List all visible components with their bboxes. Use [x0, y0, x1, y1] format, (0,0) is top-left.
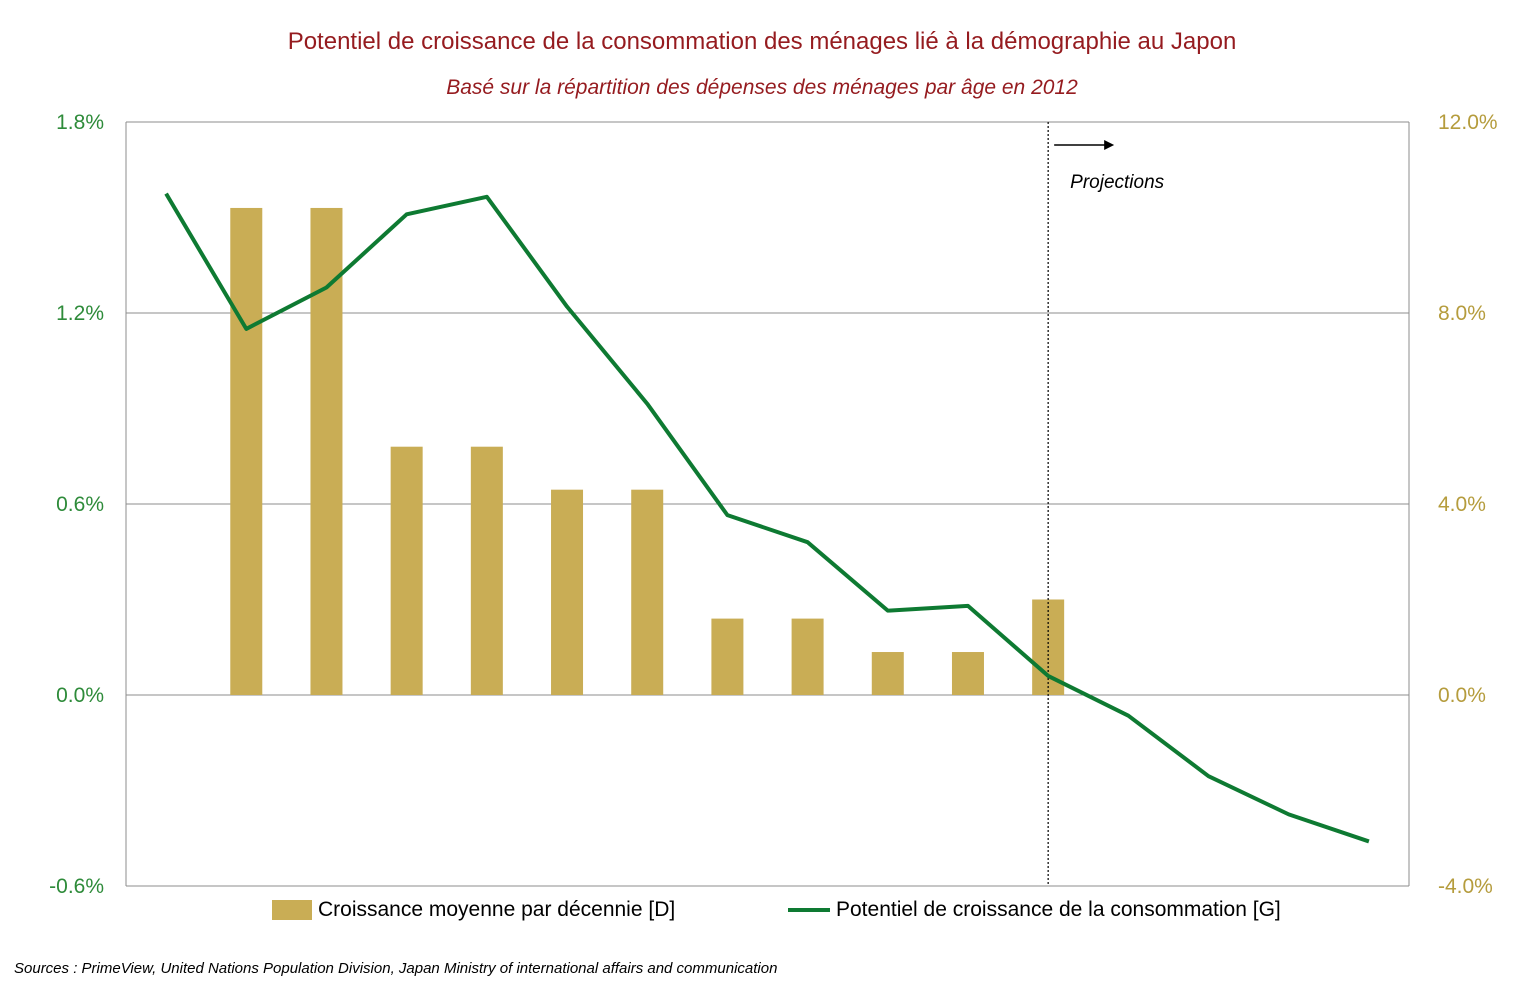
left-axis-tick-label: 0.0% — [56, 684, 104, 707]
legend-item-line: Potentiel de croissance de la consommati… — [788, 898, 1281, 922]
bar — [310, 207, 343, 695]
source-note: Sources : PrimeView, United Nations Popu… — [14, 960, 778, 977]
bar — [871, 652, 904, 695]
bar — [551, 489, 584, 695]
chart-subtitle: Basé sur la répartition des dépenses des… — [446, 76, 1078, 99]
legend-label-bars: Croissance moyenne par décennie [D] — [318, 898, 676, 921]
bar — [711, 618, 744, 695]
bar — [230, 207, 263, 695]
consumption-growth-line — [164, 192, 1370, 844]
bar — [951, 652, 984, 695]
right-axis-tick-label: 12.0% — [1438, 111, 1498, 134]
projection-label: Projections — [1070, 172, 1164, 193]
left-axis-tick-label: 1.8% — [56, 111, 104, 134]
left-axis-tick-label: 1.2% — [56, 302, 104, 325]
right-axis-tick-label: 8.0% — [1438, 302, 1486, 325]
legend: Croissance moyenne par décennie [D] Pote… — [0, 898, 1524, 934]
left-axis-tick-label: 0.6% — [56, 493, 104, 516]
chart-title: Potentiel de croissance de la consommati… — [287, 28, 1237, 55]
legend-item-bars: Croissance moyenne par décennie [D] — [272, 898, 675, 922]
bar — [791, 618, 824, 695]
right-axis-tick-label: 0.0% — [1438, 684, 1486, 707]
left-axis-tick-label: -0.6% — [49, 875, 104, 898]
legend-swatch-line — [788, 908, 830, 912]
bar — [390, 446, 423, 695]
legend-swatch-bar — [272, 900, 312, 920]
right-axis-tick-label: 4.0% — [1438, 493, 1486, 516]
legend-label-line: Potentiel de croissance de la consommati… — [836, 898, 1281, 921]
right-axis-tick-label: -4.0% — [1438, 875, 1493, 898]
bar — [631, 489, 664, 695]
bar — [470, 446, 503, 695]
projection-arrow-head — [1104, 140, 1115, 150]
